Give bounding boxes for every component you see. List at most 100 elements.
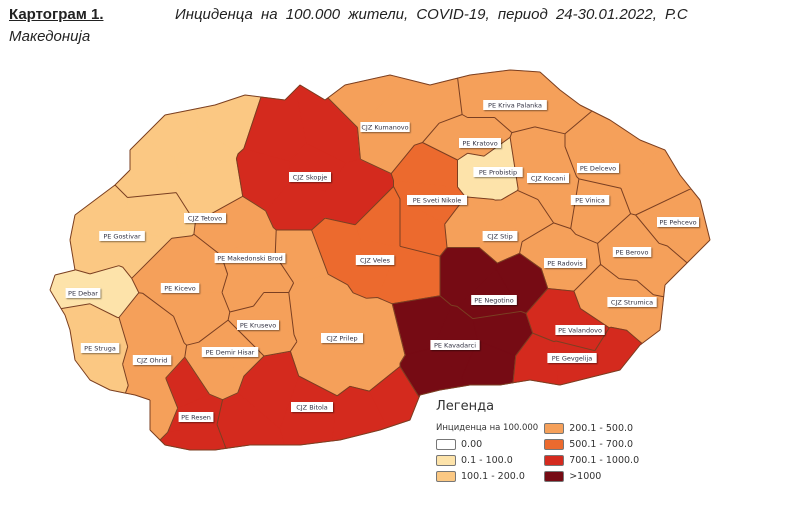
region-label-text: PE Kriva Palanka (488, 102, 542, 110)
legend-label: 700.1 - 1000.0 (569, 455, 640, 466)
region-label-text: CJZ Stip (487, 233, 513, 241)
legend-item: 500.1 - 700.0 (544, 438, 639, 451)
region-label-text: PE Negotino (474, 297, 514, 305)
region-label: PE Debar (65, 288, 101, 298)
region-label: CJZ Kumanovo (360, 122, 410, 132)
region-label-box (160, 283, 200, 293)
region-label: PE Kavadarci (430, 340, 480, 350)
region-label: PE Resen (178, 412, 214, 422)
region-label-text: PE Kavadarci (434, 342, 476, 350)
region-label-box (459, 138, 501, 148)
region-label-text: PE Berovo (616, 249, 649, 257)
region-label: PE Probistip (473, 167, 523, 177)
region-label: PE Gostivar (99, 231, 145, 241)
region-label-box (547, 353, 597, 363)
region-label: CJZ Kocani (527, 173, 569, 183)
legend-label: >1000 (569, 471, 602, 482)
legend-item: 100.1 - 200.0 (436, 470, 538, 483)
legend-label: 500.1 - 700.0 (569, 439, 634, 450)
figure-caption-line2: Македонија (9, 28, 91, 45)
region-label-text: PE Probistip (479, 169, 517, 177)
legend: Легенда Инциденца на 100.000 0.00 0.1 - … (436, 399, 639, 483)
region-label: CJZ Skopje (289, 172, 331, 182)
region-label-box (237, 320, 279, 330)
region-label-text: PE Delcevo (580, 165, 616, 173)
region-label-text: CJZ Strumica (611, 299, 653, 307)
region-label-box (321, 333, 363, 343)
region-label-text: CJZ Tetovo (188, 215, 222, 223)
region-label-box (544, 258, 586, 268)
region-label-box (555, 325, 605, 335)
legend-item: >1000 (544, 470, 639, 483)
region-label: PE Negotino (471, 295, 517, 305)
region-label-text: CJZ Skopje (293, 174, 328, 182)
region-label: PE Gevgelija (547, 353, 597, 363)
region-label-text: PE Kicevo (164, 285, 196, 293)
region-label-box (430, 340, 480, 350)
region-label: CJZ Ohrid (132, 355, 172, 365)
region-label-box (473, 167, 523, 177)
region-label-text: CJZ Kocani (531, 175, 566, 183)
region-pe-kriva-palanka (457, 70, 502, 118)
region-label-box (360, 122, 410, 132)
region-label: PE Valandovo (555, 325, 605, 335)
region-label-box (471, 295, 517, 305)
region-label: CJZ Prilep (321, 333, 363, 343)
region-borders (49, 69, 711, 451)
region-label: CJZ Strumica (607, 297, 657, 307)
region-label-box (132, 355, 172, 365)
region-label-box (657, 217, 699, 227)
legend-title: Легенда (436, 399, 495, 414)
region-label: CJZ Stip (482, 231, 518, 241)
region-label-text: CJZ Prilep (326, 335, 357, 343)
region-label-box (607, 297, 657, 307)
region-label-text: PE Demir Hisar (206, 349, 255, 357)
region-label: CJZ Veles (355, 255, 395, 265)
region-label: PE Struga (80, 343, 120, 353)
region-label-box (289, 172, 331, 182)
region-label-box (291, 402, 333, 412)
region-label-text: PE Radovis (547, 260, 583, 268)
figure-label: Картограм 1. (9, 6, 104, 23)
region-label-box (577, 163, 619, 173)
legend-label: 200.1 - 500.0 (569, 423, 634, 434)
legend-label: 0.00 (461, 439, 483, 450)
legend-item: 0.00 (436, 438, 538, 451)
legend-swatch (544, 455, 565, 466)
region-label-box (355, 255, 395, 265)
legend-label: 0.1 - 100.0 (461, 455, 513, 466)
legend-swatch (436, 439, 456, 450)
region-label-box (214, 253, 286, 263)
region-label-box (178, 412, 214, 422)
region-label-text: PE Resen (181, 414, 211, 422)
region-label: PE Demir Hisar (201, 347, 259, 357)
legend-item: 0.1 - 100.0 (436, 454, 538, 467)
region-label-text: CJZ Bitola (296, 404, 328, 412)
region-label: CJZ Bitola (291, 402, 333, 412)
region-label-text: PE Struga (84, 345, 116, 353)
region-label: PE Pehcevo (657, 217, 699, 227)
region-label-box (527, 173, 569, 183)
region-label-box (80, 343, 120, 353)
figure-caption: Инциденца на 100.000 жители, COVID-19, п… (175, 6, 688, 23)
region-label: PE Kratovo (459, 138, 501, 148)
region-label: PE Sveti Nikole (407, 195, 467, 205)
region-label-box (99, 231, 145, 241)
region-label-box (201, 347, 259, 357)
legend-label: 100.1 - 200.0 (461, 471, 525, 482)
region-label-box (482, 231, 518, 241)
region-label: PE Kicevo (160, 283, 200, 293)
region-label-text: PE Pehcevo (659, 219, 696, 227)
region-label: PE Makedonski Brod (214, 253, 286, 263)
region-label: PE Berovo (612, 247, 652, 257)
region-label-text: CJZ Kumanovo (361, 124, 408, 132)
region-label-box (184, 213, 226, 223)
legend-swatch (436, 471, 456, 482)
region-label-text: PE Makedonski Brod (217, 255, 283, 263)
region-label: PE Vinica (570, 195, 610, 205)
region-label-text: PE Vinica (575, 197, 605, 205)
legend-swatch (544, 439, 565, 450)
legend-subtitle: Инциденца на 100.000 (436, 423, 539, 433)
region-label-box (570, 195, 610, 205)
